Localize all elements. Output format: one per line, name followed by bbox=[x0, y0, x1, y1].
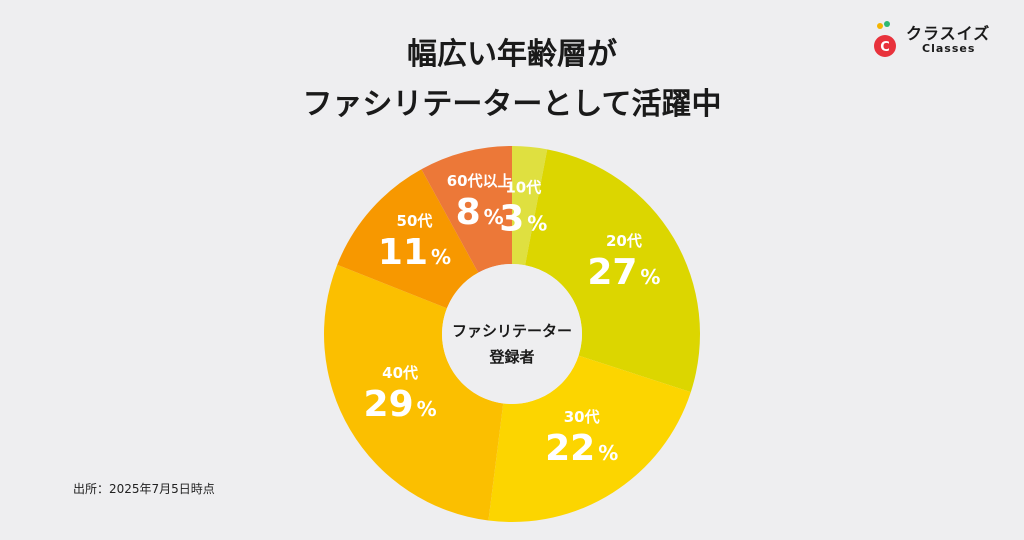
svg-text:C: C bbox=[880, 40, 890, 55]
slice-4 bbox=[337, 169, 479, 309]
chart-title: 幅広い年齢層が ファシリテーターとして活躍中 bbox=[0, 30, 1024, 130]
center-label-line-1: ファシリテーター bbox=[452, 322, 572, 340]
slice-category-label: 50代 bbox=[397, 212, 433, 230]
slice-value-label: 22% bbox=[545, 428, 618, 469]
donut-hole bbox=[442, 264, 582, 404]
title-line-1: 幅広い年齢層が bbox=[407, 37, 617, 72]
classes-logo: C クラスイズ Classes bbox=[872, 20, 1022, 66]
logo-mark-icon: C bbox=[874, 21, 896, 57]
logo-name-en: Classes bbox=[922, 42, 976, 55]
center-label-line-2: 登録者 bbox=[488, 348, 534, 366]
slice-1 bbox=[525, 149, 700, 393]
slice-category-label: 10代 bbox=[505, 179, 541, 197]
slice-category-label: 20代 bbox=[606, 232, 642, 250]
slice-0 bbox=[512, 146, 548, 266]
slice-3 bbox=[324, 264, 504, 521]
title-line-2: ファシリテーターとして活躍中 bbox=[302, 87, 722, 122]
slice-value-label: 3% bbox=[499, 199, 547, 240]
slice-2 bbox=[488, 355, 691, 522]
slice-category-label: 40代 bbox=[382, 364, 418, 382]
slice-value-label: 11% bbox=[378, 232, 451, 273]
slice-category-label: 30代 bbox=[564, 408, 600, 426]
slice-category-label: 60代以上 bbox=[447, 172, 513, 190]
source-note: 出所：2025年7月5日時点 bbox=[73, 482, 215, 496]
logo-name-jp: クラスイズ bbox=[906, 24, 991, 43]
slice-5 bbox=[421, 146, 512, 273]
slice-value-label: 29% bbox=[364, 384, 437, 425]
slice-value-label: 8% bbox=[456, 192, 504, 233]
slice-value-label: 27% bbox=[587, 252, 660, 293]
